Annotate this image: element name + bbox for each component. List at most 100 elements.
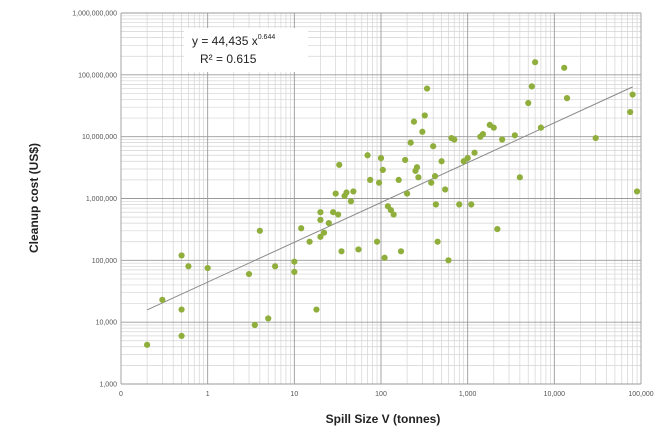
data-point [633,188,641,195]
trendline [146,86,633,311]
data-point [464,155,471,162]
y-tick-label: 10,000 [96,320,118,327]
y-axis-title: Cleanup cost (US$) [27,143,41,253]
data-point [537,124,545,131]
data-point [494,225,501,233]
data-point [245,270,253,278]
r-squared-label: R² = 0.615 [200,52,257,66]
x-tick-label: 1 [206,391,210,398]
x-tick-label: 100 [375,391,387,398]
data-point [561,64,568,71]
data-point [627,108,634,116]
data-point [355,246,362,253]
data-point [291,258,298,265]
data-point [350,188,357,195]
data-point [178,332,185,339]
data-point [629,91,636,98]
data-point [272,263,279,270]
major-gridlines [120,12,642,385]
data-point [329,209,337,216]
data-point [592,134,599,142]
data-point [298,225,305,232]
data-point [445,257,452,264]
data-point [431,173,439,180]
data-point [410,118,418,125]
data-point [143,341,151,348]
data-point [421,112,428,119]
data-point [516,174,523,181]
data-point [159,296,166,303]
data-point [347,198,355,205]
x-tick-label: 10 [290,391,298,398]
data-point [367,176,374,183]
data-point [325,220,332,227]
y-tick-label: 1,000,000,000 [72,11,117,18]
data-point [468,201,475,208]
x-tick-label: 10,000 [544,391,566,398]
data-point [402,156,409,164]
data-point [442,186,449,193]
data-point [251,321,258,329]
y-tick-label: 1,000,000 [86,196,117,203]
data-point [413,164,421,171]
data-point [415,174,422,181]
data-point [317,216,324,224]
data-point [373,238,381,245]
data-point [379,166,386,174]
x-tick-label: 1,000 [459,391,477,398]
data-point [343,189,350,196]
y-tick-label: 100,000 [92,258,117,265]
data-point [332,190,339,197]
y-tick-label: 100,000,000 [78,72,117,79]
data-point [336,161,343,168]
data-point [528,83,535,90]
data-point [338,248,345,255]
equation-exponent: 0.644 [258,34,276,41]
trendline-equation: y = 44,435 x0.644 [192,34,275,48]
data-point [403,190,411,197]
data-point [178,306,185,313]
data-point [423,85,431,92]
data-point [511,132,518,139]
data-point [532,59,539,66]
data-point [451,136,458,143]
data-point [525,99,532,107]
equation-base: y = 44,435 x [192,34,258,48]
data-point [204,264,211,272]
data-point [313,306,320,313]
data-point [397,248,405,255]
data-point [364,152,371,159]
data-point [419,128,426,135]
data-point [335,211,342,218]
data-points [143,59,641,348]
x-axis-ticks: 0 1 10 100 1,000 10,000 100,000 [119,391,654,398]
data-point [471,149,478,156]
data-point [563,95,571,102]
data-point [479,131,487,138]
data-point [490,124,497,131]
data-point [381,254,388,261]
data-point [320,229,328,236]
data-point [434,238,441,245]
data-point [387,206,394,214]
data-point [291,268,298,276]
data-point [432,201,440,208]
x-tick-label: 0 [119,391,123,398]
data-point [256,227,263,234]
data-point [430,143,437,150]
data-point [178,252,185,259]
data-point [375,179,383,186]
x-axis-title: Spill Size V (tonnes) [326,412,441,426]
data-point [317,209,324,216]
data-point [377,155,385,162]
data-point [456,201,463,208]
data-point [499,136,506,143]
y-tick-label: 10,000,000 [82,134,117,141]
data-point [390,211,397,218]
y-axis-ticks: 1,000 10,000 100,000 1,000,000 10,000,000 100… [72,11,117,389]
data-point [185,263,192,270]
y-tick-label: 1,000 [99,382,117,389]
data-point [395,176,402,183]
